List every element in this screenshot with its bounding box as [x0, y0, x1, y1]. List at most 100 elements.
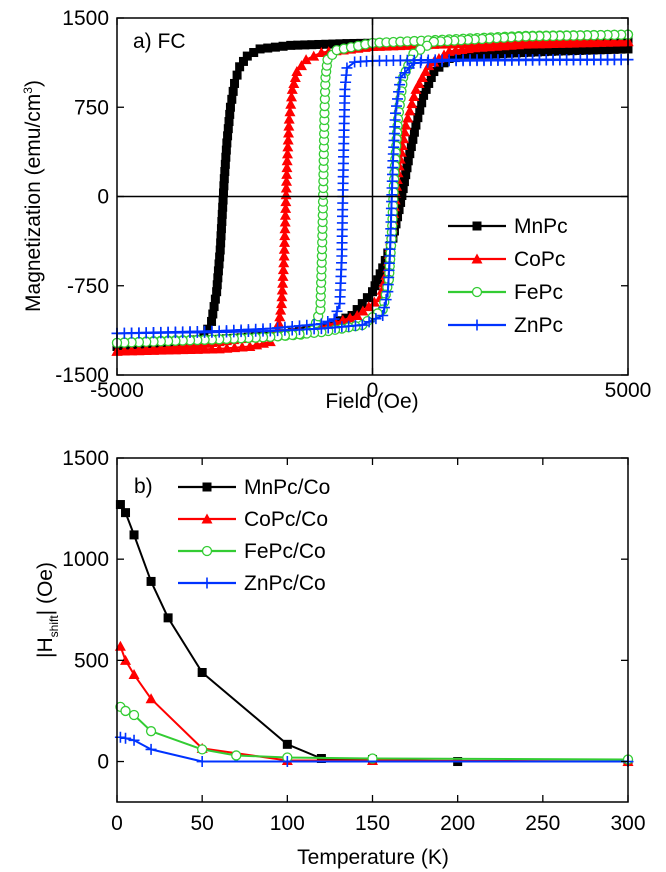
a-data-point-mnpc	[396, 197, 406, 207]
a-data-point-mnpc	[270, 42, 280, 52]
a-data-point-mnpc	[235, 62, 245, 72]
a-y-tick-label: 1500	[62, 7, 109, 30]
b-x-tick-label: 200	[440, 812, 475, 835]
a-data-point-copc	[133, 344, 145, 355]
a-data-point-mnpc	[574, 45, 584, 55]
a-data-point-mnpc	[405, 149, 415, 159]
b-data-point-mnpc-co	[163, 613, 173, 623]
a-data-point-znpc	[392, 93, 404, 105]
a-data-point-copc	[344, 312, 356, 323]
a-y-tick-label: -1500	[55, 364, 109, 387]
a-data-point-mnpc	[222, 138, 232, 148]
a-data-point-mnpc	[220, 159, 230, 169]
a-data-point-copc	[276, 298, 288, 309]
a-data-point-mnpc	[221, 145, 231, 155]
a-data-point-copc	[191, 343, 203, 354]
b-data-point-znpc-co	[281, 756, 293, 768]
b-legend-marker	[202, 482, 212, 492]
a-data-point-mnpc	[218, 188, 228, 198]
a-data-point-copc	[126, 344, 138, 355]
b-data-point-fepc-co	[231, 750, 242, 761]
a-data-point-copc	[351, 310, 363, 320]
b-legend-label: CoPc/Co	[244, 508, 328, 531]
a-data-point-copc	[289, 72, 301, 82]
a-data-point-copc	[443, 45, 455, 56]
b-data-point-mnpc-co	[146, 576, 156, 586]
b-data-point-mnpc-co	[282, 739, 292, 749]
a-data-point-copc	[368, 296, 380, 307]
panel-a-label: a) FC	[133, 30, 186, 53]
a-data-point-mnpc	[560, 46, 570, 56]
a-legend-label: CoPc	[514, 248, 565, 271]
b-legend-marker	[201, 513, 213, 524]
a-data-point-copc	[588, 37, 600, 48]
a-data-point-copc	[561, 37, 573, 48]
a-data-point-copc	[574, 37, 586, 48]
a-data-point-mnpc	[278, 41, 288, 51]
a-data-point-copc	[281, 168, 293, 179]
a-data-point-copc	[206, 343, 218, 354]
a-data-point-copc	[285, 98, 297, 109]
a-data-point-copc	[279, 216, 291, 227]
a-data-point-copc	[277, 277, 289, 288]
a-data-point-copc	[505, 39, 517, 50]
a-data-point-mnpc	[216, 224, 226, 234]
b-series-fepc-co	[115, 701, 634, 765]
a-data-point-copc	[278, 243, 290, 254]
a-data-point-copc	[221, 342, 233, 353]
a-data-point-mnpc	[408, 134, 418, 144]
a-data-point-znpc	[391, 100, 403, 112]
a-data-point-copc	[280, 196, 292, 207]
a-data-point-mnpc	[518, 48, 528, 58]
a-data-point-mnpc	[378, 263, 388, 273]
a-data-point-mnpc	[223, 124, 233, 134]
a-data-point-mnpc	[232, 70, 242, 80]
a-data-point-copc	[281, 175, 293, 186]
a-data-point-copc	[278, 250, 290, 261]
b-data-point-znpc-co	[145, 743, 157, 755]
a-legend-marker	[471, 286, 483, 298]
a-data-point-copc	[199, 343, 211, 354]
a-data-point-mnpc	[217, 216, 227, 226]
a-data-point-mnpc	[463, 51, 473, 61]
a-data-point-mnpc	[286, 40, 296, 50]
a-data-point-mnpc	[219, 174, 229, 184]
panel-b-y-axis-label: |Hshift| (Oe)	[34, 562, 61, 658]
a-data-point-copc	[476, 41, 488, 52]
a-data-point-mnpc	[238, 56, 248, 66]
b-data-point-mnpc-co	[121, 508, 131, 518]
a-x-tick-label: 0	[367, 379, 379, 402]
a-data-point-mnpc	[314, 39, 324, 49]
b-x-tick-label: 300	[610, 812, 645, 835]
a-data-point-mnpc	[342, 39, 352, 49]
a-legend-label: FePc	[514, 281, 563, 304]
b-legend-marker	[201, 577, 213, 589]
a-y-tick-label: 0	[97, 186, 109, 209]
a-data-point-copc	[284, 106, 296, 117]
a-data-point-znpc	[328, 313, 340, 325]
a-data-point-copc	[402, 112, 414, 123]
a-data-point-mnpc	[525, 47, 535, 57]
a-data-point-mnpc	[213, 266, 223, 276]
b-data-point-znpc-co	[120, 732, 132, 744]
a-data-point-copc	[491, 40, 503, 51]
a-data-point-copc	[213, 343, 225, 354]
a-legend-label: MnPc	[514, 215, 568, 238]
a-data-point-mnpc	[255, 44, 265, 54]
a-data-point-copc	[540, 38, 552, 49]
a-data-point-copc	[498, 40, 510, 51]
a-data-point-copc	[279, 223, 291, 234]
a-data-point-copc	[291, 66, 303, 77]
a-data-point-mnpc	[595, 45, 605, 55]
a-data-point-mnpc	[477, 50, 487, 60]
a-data-point-mnpc	[419, 90, 429, 100]
a-legend-marker	[472, 221, 482, 231]
a-data-point-mnpc	[553, 46, 563, 56]
a-data-point-mnpc	[370, 281, 380, 291]
panel-b-hshift-chart: 0 50 100 150 200 250 300 1500 1000 500 0 MnPc/Co Co…	[34, 447, 646, 869]
a-data-point-copc	[280, 202, 292, 213]
panel-b-series-group	[114, 500, 634, 768]
a-y-tick-label: -750	[67, 275, 109, 298]
a-data-point-copc	[408, 91, 420, 102]
a-series-fepc	[111, 29, 634, 349]
